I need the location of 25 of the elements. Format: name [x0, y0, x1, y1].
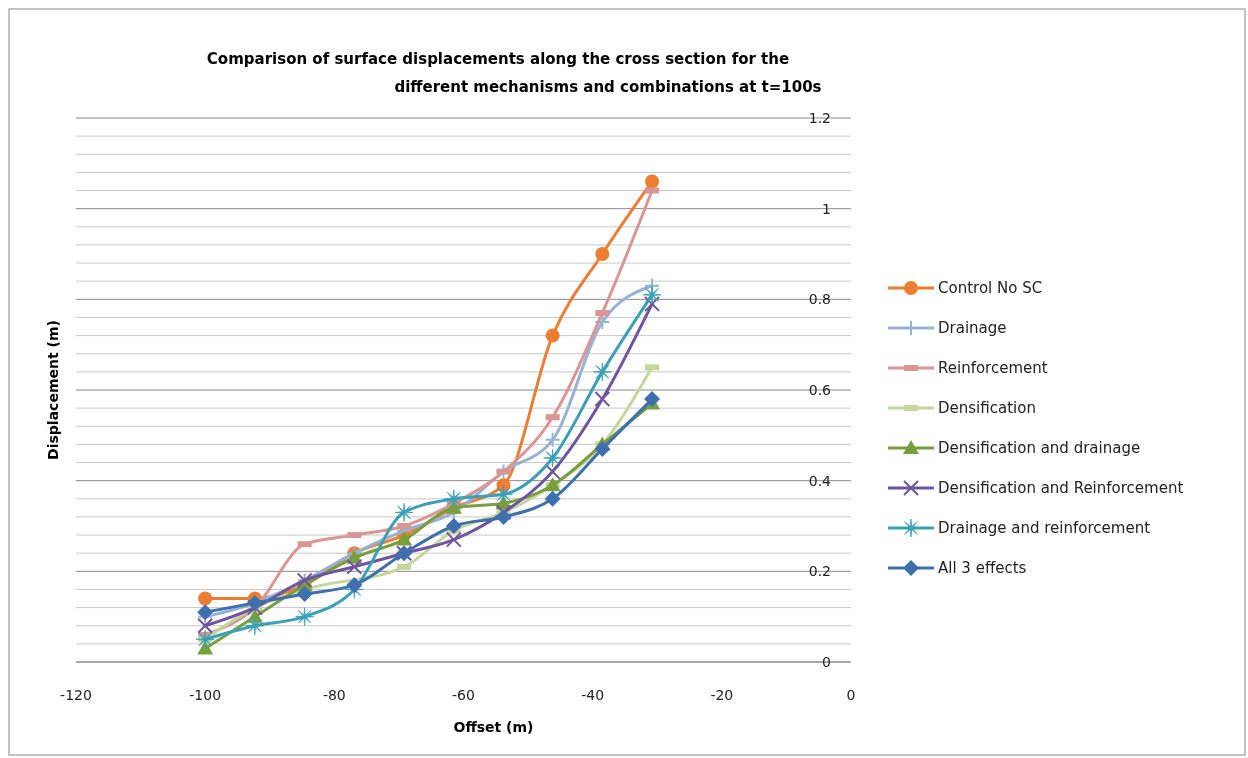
- legend-label: Densification and Reinforcement: [938, 479, 1184, 497]
- legend-label: Drainage: [938, 319, 1007, 337]
- legend-label: Control No SC: [938, 279, 1043, 297]
- x-tick-label: 0: [846, 687, 856, 703]
- x-tick-label: -40: [581, 687, 605, 703]
- y-tick-label: 1.2: [808, 110, 831, 126]
- x-tick-label: -120: [60, 687, 92, 703]
- legend-label: Densification and drainage: [938, 439, 1141, 457]
- y-tick-label: 0.6: [808, 382, 832, 398]
- legend-label: All 3 effects: [938, 559, 1027, 577]
- y-tick-label: 0.8: [808, 291, 831, 308]
- y-tick-label: 1: [822, 200, 831, 217]
- x-tick-label: -100: [189, 687, 222, 703]
- chart-title: Comparison of surface displacements along the cross section for the different mechanisms and combinations at t=100s: [206, 50, 822, 96]
- x-tick-label: -20: [710, 687, 734, 703]
- legend-label: Drainage and reinforcement: [938, 519, 1151, 537]
- legend-label: Densification: [938, 399, 1036, 417]
- y-tick-label: 0.2: [808, 563, 831, 580]
- x-axis-title: Offset (m): [453, 719, 534, 735]
- legend-label: Reinforcement: [938, 359, 1048, 377]
- y-tick-label: 0: [822, 654, 831, 670]
- y-axis-title: Displacement (m): [45, 320, 61, 460]
- x-tick-label: -60: [452, 687, 475, 703]
- x-tick-label: -80: [322, 687, 346, 703]
- y-tick-label: 0.4: [808, 472, 832, 489]
